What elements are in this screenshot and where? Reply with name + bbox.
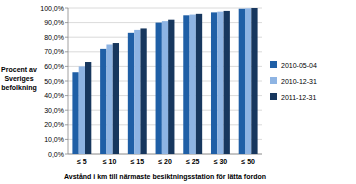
grid-line xyxy=(68,8,262,9)
bar xyxy=(85,62,91,154)
bar xyxy=(239,9,245,154)
y-axis-label-line: Sveriges xyxy=(4,75,33,83)
y-tick-label: 10,0% xyxy=(44,136,64,143)
y-tick-label: 70,0% xyxy=(44,48,64,55)
legend-label: 2010-05-04 xyxy=(281,62,317,69)
tick-mark xyxy=(65,37,68,38)
chart: 0,0% 10,0% 20,0% 30,0% 40,0% 50,0% 60,0% 70,0% 8… xyxy=(0,0,356,184)
y-axis-label: Procent av Sverigesbefolkning xyxy=(1,66,37,92)
x-tick-label: ≤ 10 xyxy=(103,158,117,165)
bar xyxy=(134,30,140,154)
bar xyxy=(79,66,85,154)
y-axis-label-line: befolkning xyxy=(1,84,36,92)
y-tick-label: 50,0% xyxy=(44,78,64,85)
y-axis-label-line: Procent av xyxy=(1,66,37,73)
legend-label: 2010-12-31 xyxy=(281,78,317,85)
tick-mark xyxy=(65,139,68,140)
bar xyxy=(217,12,223,154)
y-tick-label: 0,0% xyxy=(48,151,64,158)
tick-mark xyxy=(65,110,68,111)
bar xyxy=(211,12,217,154)
bar xyxy=(106,45,112,155)
y-tick-label: 40,0% xyxy=(44,92,64,99)
tick-mark xyxy=(65,81,68,82)
y-tick-label: 90,0% xyxy=(44,19,64,26)
y-tick-label: 20,0% xyxy=(44,121,64,128)
tick-mark xyxy=(65,8,68,9)
bar xyxy=(245,8,251,154)
bar xyxy=(183,15,189,154)
bar xyxy=(100,49,106,154)
bar xyxy=(196,14,202,154)
bar xyxy=(140,28,146,154)
bar xyxy=(224,11,230,154)
bar xyxy=(113,43,119,154)
y-tick-label: 100,0% xyxy=(40,5,64,12)
legend-swatch xyxy=(270,77,277,84)
y-tick-label: 60,0% xyxy=(44,63,64,70)
bars xyxy=(72,8,257,154)
x-tick-label: ≤ 25 xyxy=(186,158,200,165)
tick-mark xyxy=(65,95,68,96)
tick-mark xyxy=(65,154,68,155)
legend-label: 2011-12-31 xyxy=(281,94,316,101)
x-tick-label: ≤ 5 xyxy=(77,158,87,165)
bar xyxy=(168,20,174,154)
bar xyxy=(162,21,168,154)
bar xyxy=(128,33,134,154)
bar xyxy=(251,8,257,154)
bar xyxy=(72,72,78,154)
x-tick-label: ≤ 15 xyxy=(130,158,144,165)
bar xyxy=(156,23,162,154)
tick-mark xyxy=(65,51,68,52)
bar xyxy=(190,15,196,154)
tick-mark xyxy=(65,124,68,125)
y-tick-label: 80,0% xyxy=(44,34,64,41)
x-tick-label: ≤ 30 xyxy=(214,158,228,165)
legend-swatch xyxy=(270,61,277,68)
y-tick-label: 30,0% xyxy=(44,107,64,114)
x-tick-label: ≤ 20 xyxy=(158,158,172,165)
tick-mark xyxy=(65,22,68,23)
x-axis-label: Avstånd i km till närmaste besiktningsst… xyxy=(64,173,266,181)
legend-swatch xyxy=(270,93,277,100)
tick-mark xyxy=(65,66,68,67)
y-axis xyxy=(68,8,69,154)
x-tick-label: ≤ 50 xyxy=(241,158,255,165)
